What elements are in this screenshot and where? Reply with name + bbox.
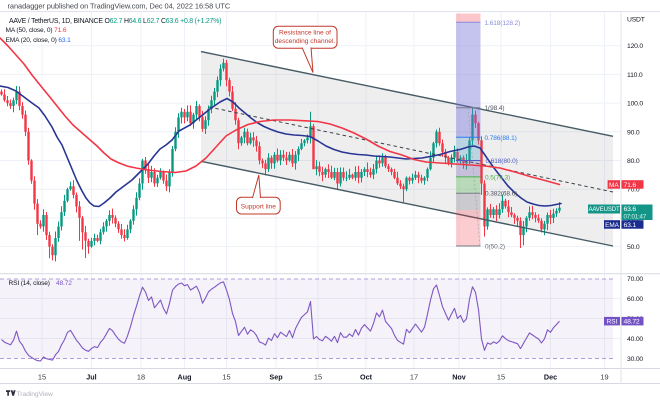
svg-text:1(98.4): 1(98.4) [485, 105, 505, 112]
svg-text:0.382(68.6): 0.382(68.6) [485, 191, 517, 198]
svg-text:48.72: 48.72 [624, 319, 640, 326]
svg-text:50.0: 50.0 [627, 244, 640, 251]
svg-text:15: 15 [314, 373, 322, 382]
svg-text:Oct: Oct [360, 373, 373, 382]
svg-text:TradingView: TradingView [17, 391, 53, 398]
svg-text:60.00: 60.00 [627, 296, 643, 303]
svg-text:80.0: 80.0 [627, 158, 640, 165]
svg-text:Nov: Nov [452, 373, 466, 382]
svg-text:07:01:47: 07:01:47 [624, 214, 647, 221]
svg-text:30.00: 30.00 [627, 356, 643, 363]
svg-text:19: 19 [600, 373, 608, 382]
svg-text:15: 15 [38, 373, 46, 382]
svg-text:MA (50, close, 0) 71.6: MA (50, close, 0) 71.6 [6, 27, 67, 34]
svg-text:120.0: 120.0 [627, 43, 643, 50]
svg-text:17: 17 [410, 373, 418, 382]
svg-text:RSI (14, close): RSI (14, close) [9, 280, 50, 287]
svg-text:110.0: 110.0 [627, 72, 643, 79]
svg-text:18: 18 [137, 373, 145, 382]
svg-text:40.00: 40.00 [627, 336, 643, 343]
svg-text:15: 15 [497, 373, 505, 382]
svg-text:USDT: USDT [627, 17, 645, 24]
svg-text:0.786(88.1): 0.786(88.1) [485, 135, 517, 142]
svg-text:1.618(128.2): 1.618(128.2) [485, 20, 521, 27]
svg-text:63.6: 63.6 [624, 206, 637, 213]
svg-text:Resistance line of: Resistance line of [279, 30, 331, 37]
svg-text:AAVE / TetherUS, 1D, BINANCE: AAVE / TetherUS, 1D, BINANCE O62.7 H64.6… [9, 18, 221, 25]
svg-text:Sep: Sep [269, 373, 283, 382]
svg-text:ranadagger published on Tradin: ranadagger published on TradingView.com,… [8, 2, 231, 11]
svg-text:0.618(80.0): 0.618(80.0) [486, 158, 518, 165]
svg-text:Dec: Dec [544, 373, 557, 382]
svg-text:100.0: 100.0 [627, 101, 643, 108]
svg-text:EMA (20, close, 0) 63.1: EMA (20, close, 0) 63.1 [6, 37, 72, 44]
svg-text:15: 15 [222, 373, 230, 382]
svg-text:Jul: Jul [86, 373, 96, 382]
svg-text:descending channel.: descending channel. [275, 38, 336, 45]
svg-text:48.72: 48.72 [56, 280, 72, 287]
svg-text:Aug: Aug [178, 373, 192, 382]
svg-text:EMA: EMA [605, 222, 620, 229]
svg-text:0.5(74.3): 0.5(74.3) [485, 174, 510, 181]
svg-text:0(50.2): 0(50.2) [485, 244, 505, 251]
svg-text:RSI: RSI [607, 319, 618, 326]
svg-text:71.6: 71.6 [624, 182, 637, 189]
svg-text:MA: MA [609, 182, 619, 189]
svg-text:Support line: Support line [241, 203, 277, 210]
svg-text:AAVEUSDT: AAVEUSDT [588, 207, 620, 213]
svg-text:90.0: 90.0 [627, 129, 640, 136]
svg-text:70.00: 70.00 [627, 276, 643, 283]
svg-text:63.1: 63.1 [624, 222, 637, 229]
svg-text:70.0: 70.0 [627, 187, 640, 194]
